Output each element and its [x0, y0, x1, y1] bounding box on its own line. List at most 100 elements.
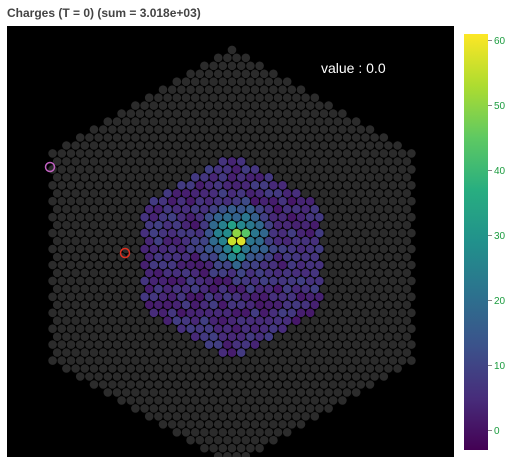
- camera-pixel[interactable]: [278, 324, 287, 334]
- camera-pixel[interactable]: [172, 125, 182, 134]
- camera-pixel[interactable]: [172, 93, 182, 102]
- camera-pixel[interactable]: [236, 284, 246, 294]
- camera-pixel[interactable]: [319, 189, 329, 198]
- camera-pixel[interactable]: [75, 308, 85, 318]
- camera-pixel[interactable]: [195, 404, 205, 413]
- camera-pixel[interactable]: [232, 292, 241, 302]
- camera-pixel[interactable]: [94, 196, 103, 206]
- camera-pixel[interactable]: [351, 292, 361, 302]
- camera-pixel[interactable]: [259, 212, 269, 222]
- camera-pixel[interactable]: [388, 244, 398, 254]
- camera-pixel[interactable]: [186, 388, 195, 397]
- camera-pixel[interactable]: [278, 117, 287, 126]
- camera-pixel[interactable]: [347, 173, 356, 182]
- camera-pixel[interactable]: [282, 141, 292, 150]
- camera-pixel[interactable]: [379, 276, 389, 286]
- camera-pixel[interactable]: [144, 189, 154, 198]
- camera-pixel[interactable]: [52, 316, 62, 326]
- camera-pixel[interactable]: [89, 380, 99, 389]
- camera-pixel[interactable]: [163, 220, 172, 230]
- camera-pixel[interactable]: [223, 292, 232, 302]
- camera-pixel[interactable]: [342, 244, 352, 254]
- camera-pixel[interactable]: [296, 196, 306, 206]
- camera-pixel[interactable]: [213, 420, 223, 429]
- camera-pixel[interactable]: [204, 324, 214, 334]
- camera-pixel[interactable]: [149, 404, 159, 413]
- camera-pixel[interactable]: [89, 252, 99, 262]
- camera-pixel[interactable]: [112, 276, 122, 286]
- camera-pixel[interactable]: [200, 77, 209, 86]
- camera-pixel[interactable]: [80, 204, 90, 214]
- camera-pixel[interactable]: [246, 412, 255, 421]
- camera-pixel[interactable]: [374, 316, 384, 326]
- camera-pixel[interactable]: [131, 388, 140, 397]
- camera-pixel[interactable]: [292, 332, 301, 342]
- camera-pixel[interactable]: [144, 316, 154, 326]
- camera-pixel[interactable]: [103, 117, 113, 126]
- camera-pixel[interactable]: [204, 165, 214, 174]
- camera-pixel[interactable]: [190, 300, 200, 310]
- camera-pixel[interactable]: [158, 420, 168, 429]
- camera-pixel[interactable]: [126, 204, 136, 214]
- camera-pixel[interactable]: [200, 125, 209, 134]
- camera-pixel[interactable]: [338, 236, 347, 246]
- camera-pixel[interactable]: [213, 69, 223, 79]
- camera-pixel[interactable]: [149, 149, 159, 158]
- camera-pixel[interactable]: [365, 125, 375, 134]
- camera-pixel[interactable]: [342, 133, 352, 142]
- camera-pixel[interactable]: [310, 252, 320, 262]
- camera-pixel[interactable]: [315, 404, 324, 413]
- camera-pixel[interactable]: [397, 149, 407, 158]
- camera-pixel[interactable]: [218, 141, 228, 150]
- camera-pixel[interactable]: [296, 228, 306, 238]
- camera-pixel[interactable]: [365, 189, 375, 198]
- camera-pixel[interactable]: [186, 435, 195, 445]
- camera-pixel[interactable]: [393, 141, 402, 150]
- camera-pixel[interactable]: [296, 292, 306, 302]
- camera-pixel[interactable]: [204, 101, 214, 110]
- camera-pixel[interactable]: [177, 149, 186, 158]
- camera-pixel[interactable]: [167, 228, 177, 238]
- camera-pixel[interactable]: [236, 141, 246, 150]
- camera-pixel[interactable]: [140, 117, 149, 126]
- camera-pixel[interactable]: [57, 308, 67, 318]
- camera-pixel[interactable]: [250, 260, 260, 270]
- camera-pixel[interactable]: [315, 165, 324, 174]
- camera-pixel[interactable]: [255, 348, 264, 357]
- camera-pixel[interactable]: [154, 284, 163, 294]
- camera-pixel[interactable]: [75, 292, 85, 302]
- camera-pixel[interactable]: [223, 101, 232, 110]
- camera-pixel[interactable]: [190, 93, 200, 102]
- camera-pixel[interactable]: [393, 252, 402, 262]
- camera-pixel[interactable]: [273, 300, 283, 310]
- camera-pixel[interactable]: [328, 332, 338, 342]
- camera-pixel[interactable]: [48, 276, 57, 286]
- camera-pixel[interactable]: [282, 157, 292, 166]
- camera-pixel[interactable]: [255, 125, 264, 134]
- camera-pixel[interactable]: [98, 204, 108, 214]
- camera-pixel[interactable]: [347, 220, 356, 230]
- camera-pixel[interactable]: [186, 420, 195, 429]
- camera-pixel[interactable]: [126, 316, 136, 326]
- camera-pixel[interactable]: [103, 181, 113, 190]
- camera-plot[interactable]: value : 0.0: [7, 26, 454, 457]
- camera-pixel[interactable]: [218, 220, 228, 230]
- camera-pixel[interactable]: [172, 380, 182, 389]
- camera-pixel[interactable]: [315, 244, 324, 254]
- camera-pixel[interactable]: [213, 196, 223, 206]
- camera-pixel[interactable]: [379, 260, 389, 270]
- camera-pixel[interactable]: [374, 157, 384, 166]
- camera-pixel[interactable]: [310, 220, 320, 230]
- camera-pixel[interactable]: [310, 157, 320, 166]
- camera-pixel[interactable]: [158, 165, 168, 174]
- camera-pixel[interactable]: [407, 324, 416, 334]
- camera-pixel[interactable]: [379, 356, 389, 365]
- camera-pixel[interactable]: [144, 173, 154, 182]
- camera-pixel[interactable]: [172, 300, 182, 310]
- camera-pixel[interactable]: [324, 356, 333, 365]
- camera-pixel[interactable]: [351, 133, 361, 142]
- camera-pixel[interactable]: [158, 372, 168, 381]
- camera-pixel[interactable]: [190, 189, 200, 198]
- camera-pixel[interactable]: [140, 181, 149, 190]
- camera-pixel[interactable]: [296, 372, 306, 381]
